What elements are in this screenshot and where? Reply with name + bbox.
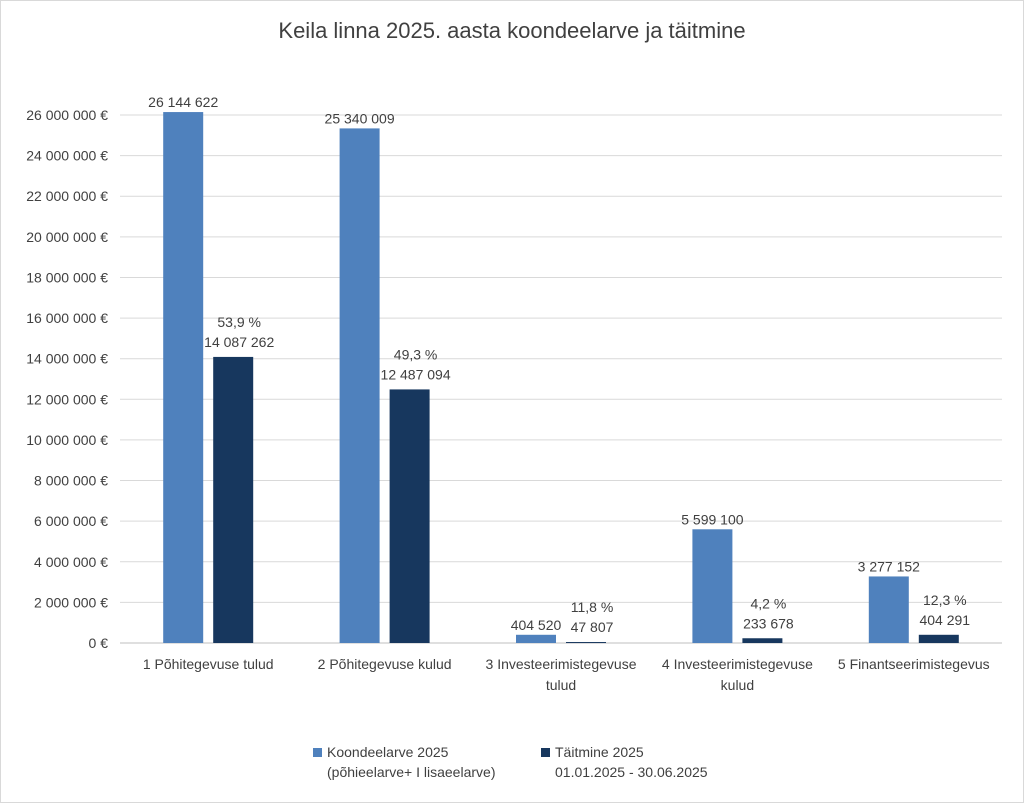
y-tick-label: 22 000 000 € [26, 188, 108, 204]
data-label-koondeelarve: 5 599 100 [681, 511, 743, 527]
legend-label-taitmine: Täitmine 2025 [555, 744, 644, 760]
legend-swatch-koondeelarve [313, 748, 322, 757]
percent-label-taitmine: 11,8 % [571, 599, 614, 615]
bar-koondeelarve [692, 529, 733, 643]
data-label-koondeelarve: 404 520 [511, 617, 562, 633]
data-label-taitmine: 404 291 [919, 612, 970, 628]
y-tick-label: 10 000 000 € [26, 432, 108, 448]
y-tick-label: 2 000 000 € [34, 594, 108, 610]
category-label: tulud [546, 677, 576, 693]
percent-label-taitmine: 49,3 % [394, 346, 438, 362]
percent-label-taitmine: 12,3 % [923, 592, 967, 608]
data-label-koondeelarve: 26 144 622 [148, 94, 218, 110]
data-label-taitmine: 233 678 [743, 615, 794, 631]
y-tick-label: 24 000 000 € [26, 148, 108, 164]
bar-taitmine [213, 356, 254, 643]
y-tick-label: 16 000 000 € [26, 310, 108, 326]
percent-label-taitmine: 53,9 % [217, 314, 261, 330]
bar-taitmine [918, 634, 959, 643]
y-tick-label: 20 000 000 € [26, 229, 108, 245]
chart-title: Keila linna 2025. aasta koondeelarve ja … [278, 18, 745, 43]
bar-koondeelarve [339, 128, 380, 643]
legend-label-koondeelarve: Koondeelarve 2025 [327, 744, 449, 760]
bar-taitmine [389, 389, 430, 643]
bar-koondeelarve [868, 576, 909, 643]
data-label-koondeelarve: 25 340 009 [325, 110, 395, 126]
y-tick-label: 26 000 000 € [26, 107, 108, 123]
y-tick-label: 4 000 000 € [34, 554, 108, 570]
category-label: 4 Investeerimistegevuse [662, 656, 813, 672]
bar-taitmine [566, 642, 606, 644]
data-label-koondeelarve: 3 277 152 [858, 558, 920, 574]
category-label: kulud [721, 677, 754, 693]
percent-label-taitmine: 4,2 % [750, 595, 786, 611]
y-tick-label: 8 000 000 € [34, 473, 108, 489]
data-label-taitmine: 47 807 [571, 619, 614, 635]
bar-koondeelarve [516, 634, 556, 643]
y-tick-label: 12 000 000 € [26, 391, 108, 407]
category-label: 2 Põhitegevuse kulud [318, 656, 452, 672]
y-tick-label: 14 000 000 € [26, 351, 108, 367]
data-label-taitmine: 14 087 262 [204, 334, 274, 350]
y-tick-label: 18 000 000 € [26, 269, 108, 285]
bar-koondeelarve [163, 112, 204, 644]
category-label: 3 Investeerimistegevuse [486, 656, 637, 672]
legend-label-taitmine: 01.01.2025 - 30.06.2025 [555, 764, 708, 780]
y-tick-label: 0 € [89, 635, 109, 651]
y-tick-label: 6 000 000 € [34, 513, 108, 529]
category-label: 5 Finantseerimistegevus [838, 656, 990, 672]
category-label: 1 Põhitegevuse tulud [143, 656, 274, 672]
legend-swatch-taitmine [541, 748, 550, 757]
bar-taitmine [742, 638, 783, 643]
legend-label-koondeelarve: (põhieelarve+ I lisaeelarve) [327, 764, 495, 780]
data-label-taitmine: 12 487 094 [381, 366, 451, 382]
